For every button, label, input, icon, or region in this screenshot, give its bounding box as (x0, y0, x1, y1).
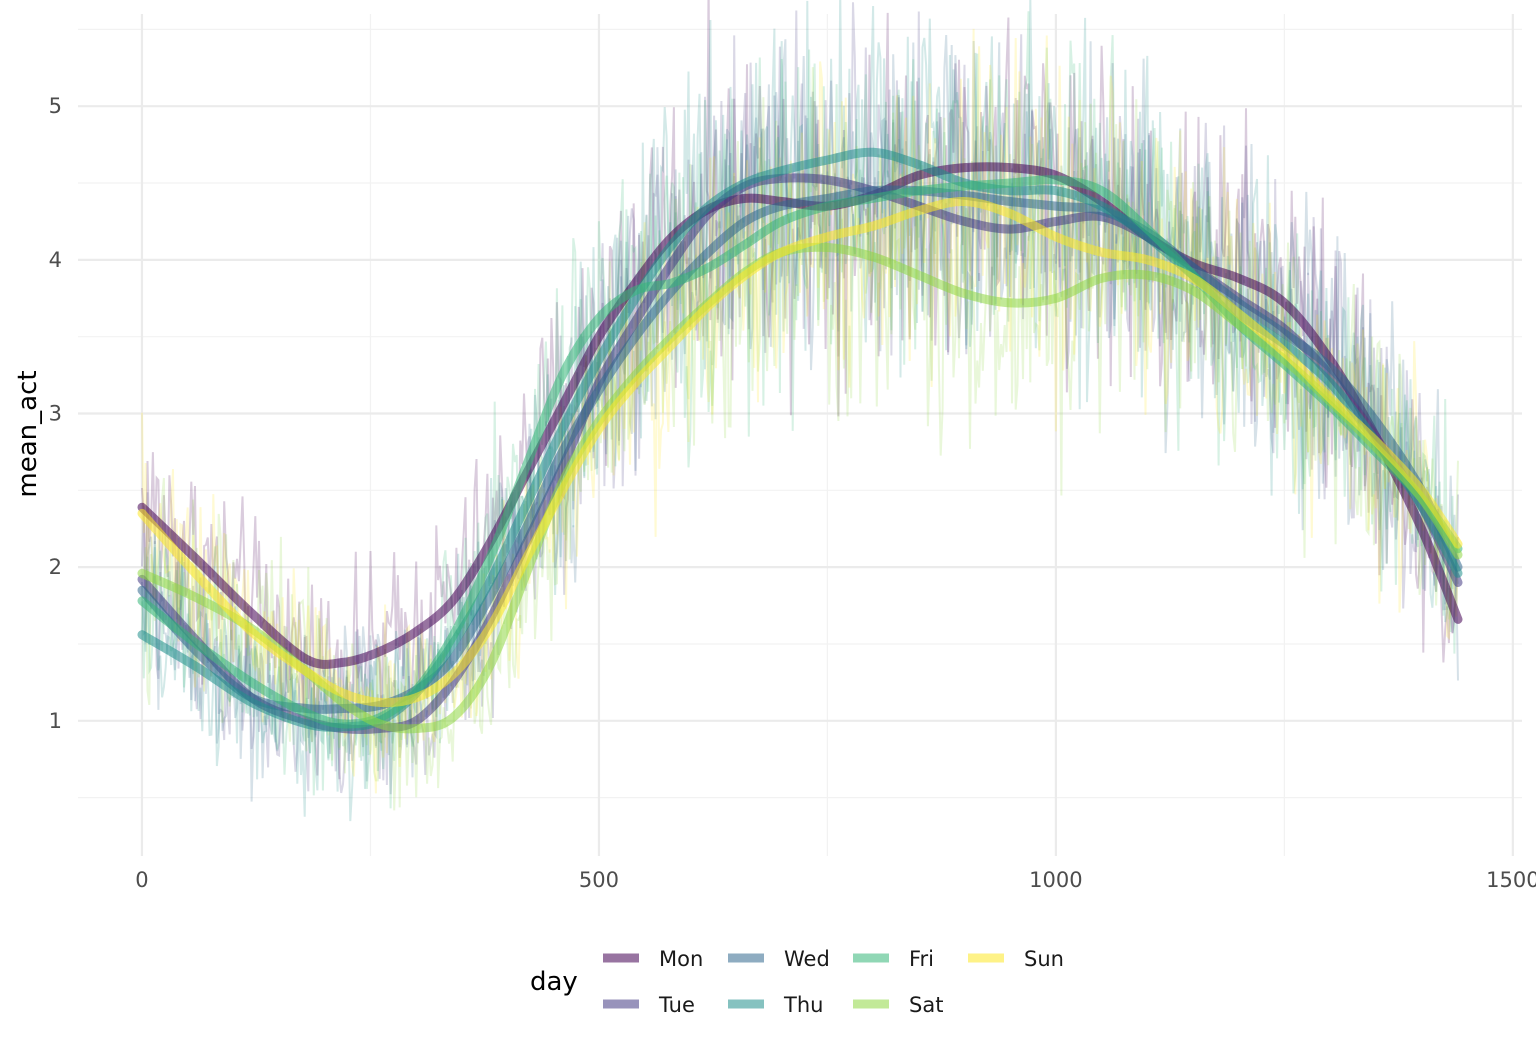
legend: day Mon Tue Wed Thu Fri Sat Sun (530, 947, 1064, 1017)
y-tick-label: 4 (49, 248, 62, 272)
y-axis: 1 2 3 4 5 (49, 94, 62, 733)
grid (78, 14, 1522, 856)
y-tick-label: 1 (49, 709, 62, 733)
x-axis: 0 500 1000 1500 (135, 868, 1536, 892)
x-tick-label: 1500 (1486, 868, 1536, 892)
y-axis-title: mean_act (13, 370, 43, 497)
x-tick-label: 500 (579, 868, 619, 892)
legend-label: Thu (783, 993, 823, 1017)
legend-label: Tue (658, 993, 695, 1017)
x-tick-label: 0 (135, 868, 148, 892)
legend-label: Mon (659, 947, 703, 971)
legend-label: Fri (909, 947, 934, 971)
legend-title: day (530, 967, 578, 997)
y-tick-label: 5 (49, 94, 62, 118)
x-tick-label: 1000 (1029, 868, 1082, 892)
y-tick-label: 2 (49, 555, 62, 579)
legend-label: Sat (909, 993, 943, 1017)
smooth-lines (137, 147, 1463, 734)
smooth-series-line (137, 162, 1463, 669)
y-tick-label: 3 (49, 401, 62, 425)
legend-label: Sun (1024, 947, 1064, 971)
raw-series-line (141, 0, 1459, 822)
smooth-series-line (137, 196, 1463, 708)
legend-label: Wed (784, 947, 830, 971)
